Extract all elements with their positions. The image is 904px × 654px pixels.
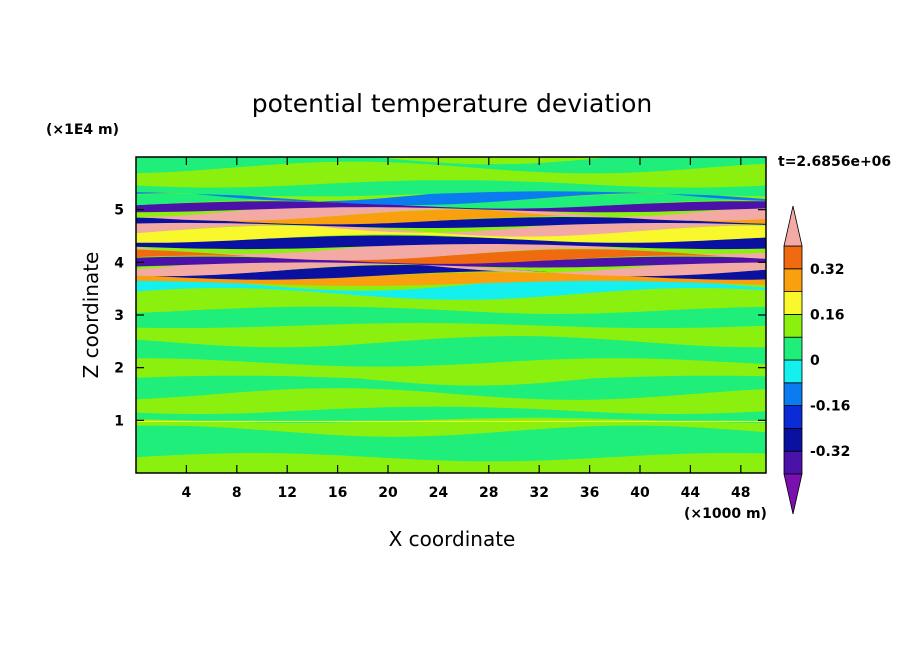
x-tick-label: 8 (232, 485, 242, 501)
y-tick-label: 5 (114, 203, 124, 219)
contour-band (136, 359, 766, 381)
contour-band (136, 256, 766, 268)
y-tick-label: 4 (114, 255, 124, 271)
contour-band (136, 162, 766, 188)
x-tick-label: 4 (182, 485, 192, 501)
contour-band (136, 425, 766, 462)
colorbar-bottom-arrow (783, 473, 803, 515)
contour-band (136, 180, 766, 197)
x-tick-label: 24 (429, 485, 449, 501)
y-tick-label: 2 (114, 361, 124, 377)
y-axis-title: Z coordinate (79, 252, 103, 379)
colorbar-tick-label: 0.32 (810, 262, 845, 278)
contour-band (136, 209, 766, 225)
contour-band (136, 406, 766, 423)
contour-band (136, 454, 766, 473)
contour-band (136, 157, 766, 174)
contour-band (136, 265, 766, 280)
x-axis-title: X coordinate (389, 527, 516, 551)
contour-band (136, 217, 766, 228)
colorbar: 0.32 0.16 0 -0.16 -0.32 (783, 205, 850, 515)
x-tick-label: 28 (479, 485, 498, 501)
colorbar-swatch (783, 359, 803, 384)
contour-band (136, 370, 766, 400)
colorbar-swatch (783, 313, 803, 338)
x-tick-label: 16 (328, 485, 347, 501)
y-tick-label: 1 (114, 413, 124, 429)
colorbar-swatch (783, 268, 803, 292)
contour-band (136, 388, 766, 414)
contour-band (136, 276, 766, 300)
colorbar-swatch (783, 291, 803, 315)
contour-band (136, 225, 766, 243)
x-tick-label: 40 (630, 485, 650, 501)
x-tick-label: 44 (681, 485, 701, 501)
x-axis: 4 8 12 16 20 24 28 32 36 40 44 48 (182, 157, 751, 501)
contour-band (136, 239, 766, 261)
x-tick-label: 48 (731, 485, 750, 501)
contour-band (136, 306, 766, 329)
y-tick-label: 3 (114, 308, 124, 324)
x-tick-label: 12 (277, 485, 296, 501)
colorbar-tick-label: 0.16 (810, 307, 845, 323)
x-tick-label: 32 (529, 485, 548, 501)
colorbar-top-arrow (783, 205, 803, 247)
colorbar-swatch (783, 450, 803, 475)
contour-band (136, 336, 766, 367)
contour-band (136, 288, 766, 314)
colorbar-tick-label: 0 (810, 353, 820, 369)
contour-band (136, 318, 766, 348)
x-tick-label: 20 (378, 485, 398, 501)
colorbar-swatch (783, 427, 803, 452)
chart-title: potential temperature deviation (252, 89, 652, 118)
contour-band (136, 272, 766, 286)
colorbar-swatch (783, 245, 803, 270)
time-label: t=2.6856e+06 (778, 154, 891, 170)
x-tick-label: 36 (580, 485, 599, 501)
colorbar-tick-label: -0.16 (810, 399, 850, 415)
y-axis: 1 2 3 4 5 (114, 203, 766, 429)
contour-band (136, 193, 766, 209)
contour-band (136, 235, 766, 250)
colorbar-swatch (783, 382, 803, 406)
x-unit-label: (×1000 m) (684, 506, 767, 522)
colorbar-tick-label: -0.32 (810, 444, 850, 460)
y-unit-label: (×1E4 m) (46, 122, 119, 138)
colorbar-swatch (783, 336, 803, 361)
colorbar-swatch (783, 405, 803, 429)
contour-field (136, 157, 766, 473)
contour-band (136, 249, 766, 264)
